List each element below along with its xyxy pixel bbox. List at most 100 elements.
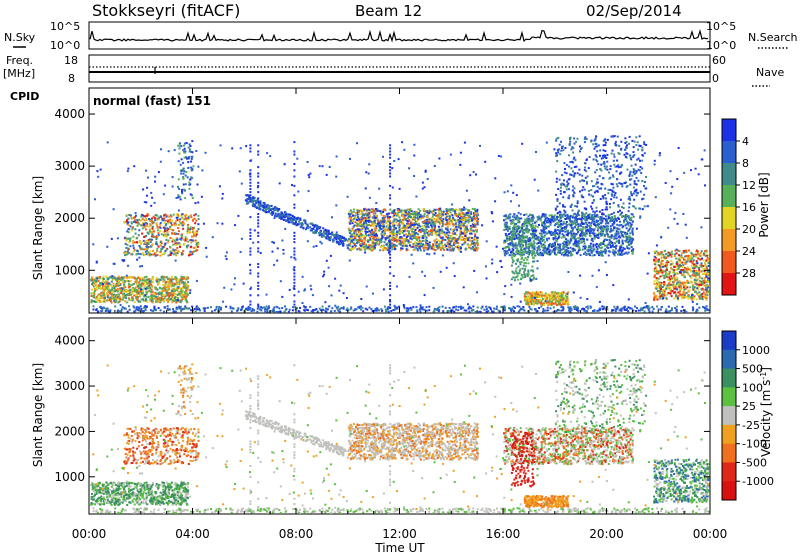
echo-cell [608, 243, 611, 246]
echo-cell [177, 297, 180, 300]
echo-cell [459, 233, 462, 236]
echo-cell [165, 215, 168, 218]
echo-cell [360, 218, 363, 220]
echo-cell [412, 244, 415, 247]
echo-cell [93, 293, 96, 296]
echo-cell [412, 214, 415, 217]
echo-cell [272, 212, 275, 215]
echo-cell [126, 214, 129, 216]
echo-cell [560, 253, 563, 256]
echo-cell [509, 216, 512, 219]
echo-cell [509, 235, 511, 238]
echo-cell [466, 227, 468, 230]
echo-cell [142, 287, 145, 290]
echo-cell [396, 239, 399, 242]
echo-cell [175, 232, 178, 235]
echo-cell [125, 246, 128, 249]
echo-cell [574, 238, 577, 241]
echo-cell [143, 226, 146, 229]
echo-cell [179, 292, 182, 295]
echo-cell [162, 286, 165, 289]
echo-cell [187, 285, 190, 287]
echo-cell [191, 253, 194, 256]
echo-cell [637, 309, 640, 312]
echo-cell [269, 208, 272, 211]
echo-cell [537, 215, 540, 218]
echo-cell [374, 217, 377, 220]
echo-cell [190, 241, 193, 244]
echo-cell [120, 279, 123, 282]
echo-cell [168, 281, 171, 284]
echo-cell [179, 245, 181, 248]
echo-cell [155, 242, 158, 245]
echo-cell [311, 222, 314, 225]
echo-cell [191, 251, 194, 253]
echo-cell [268, 205, 271, 207]
echo-cell [389, 232, 392, 235]
echo-cell [375, 237, 378, 240]
echo-cell [93, 278, 96, 281]
echo-cell [366, 214, 369, 216]
echo-cell [522, 306, 525, 308]
echo-cell [371, 216, 374, 219]
echo-cell [512, 245, 515, 248]
echo-cell [159, 279, 162, 281]
echo-cell [215, 308, 218, 311]
echo-cell [586, 305, 589, 308]
echo-cell [603, 228, 606, 231]
echo-cell [190, 158, 193, 160]
echo-cell [294, 306, 297, 308]
echo-cell [407, 241, 410, 244]
echo-cell [305, 308, 308, 311]
echo-cell [144, 228, 147, 231]
echo-cell [414, 237, 416, 239]
echo-cell [182, 217, 185, 220]
echo-cell [532, 232, 535, 235]
echo-cell [183, 218, 186, 221]
echo-cell [160, 276, 163, 278]
echo-cell [572, 222, 574, 225]
echo-cell [166, 307, 169, 310]
echo-cell [129, 298, 132, 301]
echo-cell [144, 222, 147, 224]
echo-cell [410, 216, 412, 219]
echo-cell [547, 246, 550, 249]
echo-cell [648, 307, 651, 310]
echo-cell [164, 292, 167, 295]
echo-cell [186, 245, 188, 248]
echo-cell [409, 228, 412, 231]
echo-cell [181, 298, 184, 301]
echo-cell [367, 221, 370, 224]
echo-cell [364, 223, 367, 226]
echo-cell [395, 218, 398, 221]
echo-cell [362, 310, 365, 313]
echo-cell [125, 279, 128, 282]
echo-cell [359, 222, 362, 225]
echo-cell [371, 243, 374, 246]
echo-cell [148, 289, 151, 292]
echo-cell [394, 209, 396, 211]
echo-cell [175, 280, 178, 283]
echo-cell [675, 305, 678, 308]
echo-cell [382, 234, 385, 237]
echo-cell [615, 230, 618, 233]
echo-cell [454, 214, 457, 217]
echo-cell [192, 165, 195, 168]
echo-cell [620, 232, 623, 235]
noise-tick-high-right: 10^5 [706, 20, 736, 33]
echo-cell [505, 216, 508, 219]
echo-cell [560, 220, 563, 222]
echo-cell [182, 276, 185, 278]
echo-cell [263, 210, 266, 213]
echo-cell [450, 219, 453, 222]
echo-cell [430, 218, 433, 221]
echo-cell [617, 216, 620, 219]
echo-cell [330, 310, 333, 313]
echo-cell [396, 306, 399, 309]
echo-cell [313, 225, 316, 228]
echo-cell [178, 144, 181, 147]
echo-cell [185, 218, 188, 221]
echo-cell [615, 219, 618, 222]
echo-cell [444, 227, 447, 230]
echo-cell [376, 218, 379, 221]
